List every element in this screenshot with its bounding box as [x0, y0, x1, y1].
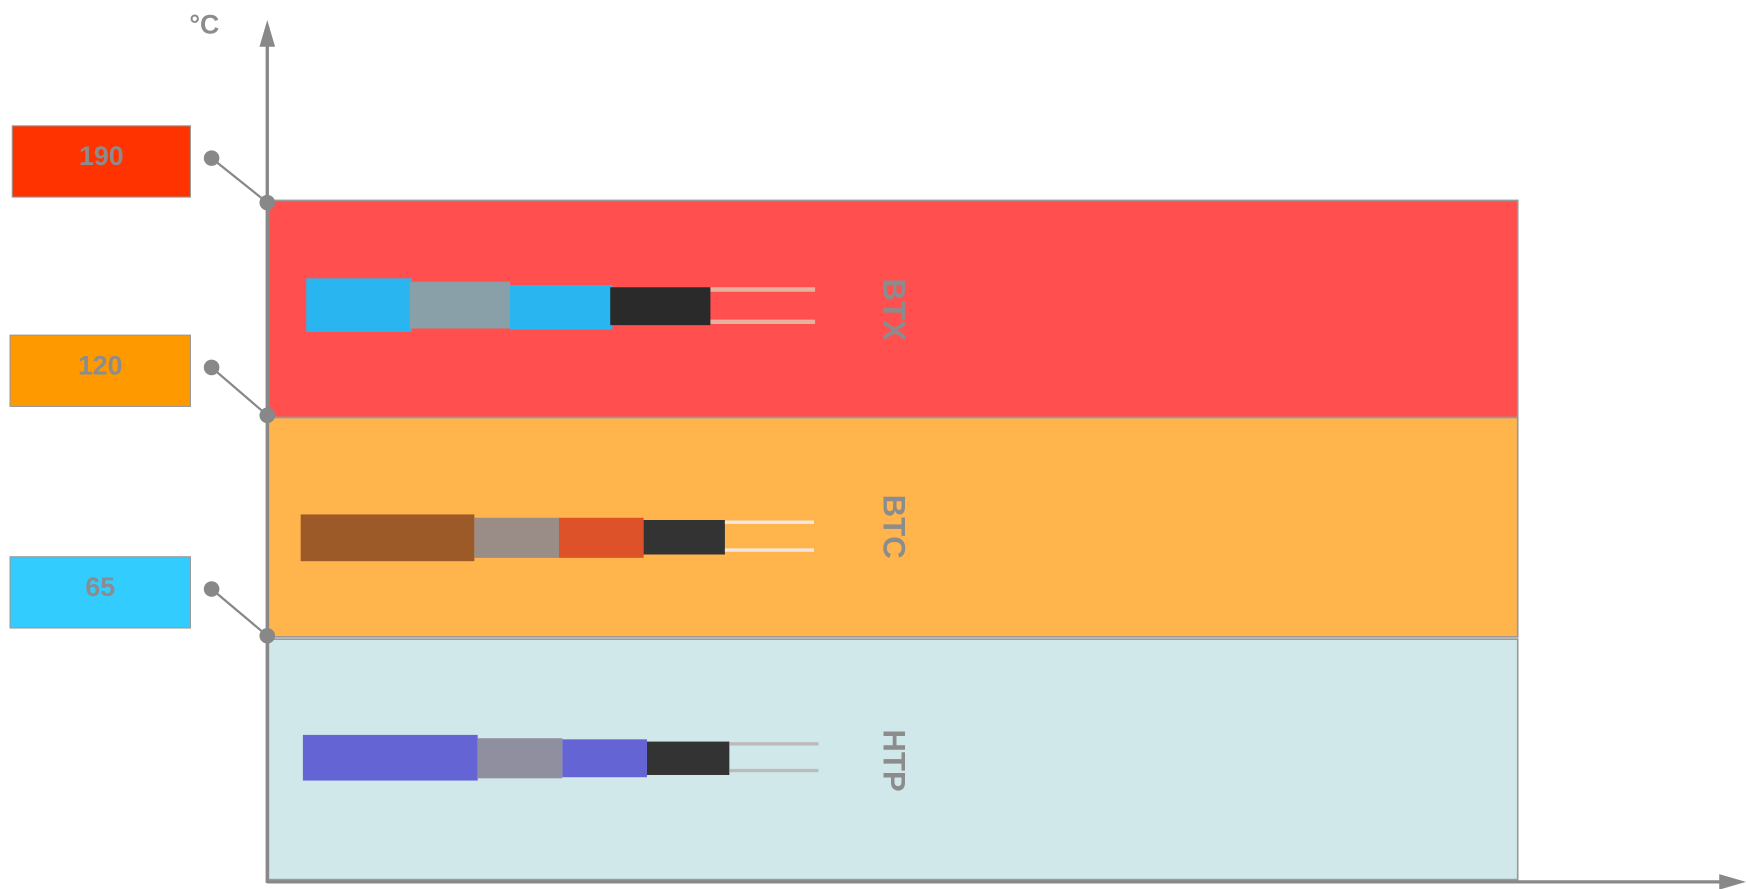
level-label: 190	[79, 141, 124, 171]
level-box	[9, 556, 191, 629]
axes	[259, 20, 1746, 889]
level-box	[9, 334, 191, 407]
level-label: 120	[78, 351, 123, 381]
cable-btc	[300, 514, 814, 562]
level-box	[11, 125, 191, 198]
connectors	[203, 150, 276, 644]
cable-htp	[302, 734, 819, 781]
level-label: 65	[85, 572, 115, 602]
cable-btx	[306, 278, 816, 332]
band-label: BTX	[877, 278, 912, 341]
band-label: BTC	[877, 495, 912, 559]
band-label: HTP	[877, 729, 912, 791]
axis-unit: °C	[189, 9, 219, 39]
